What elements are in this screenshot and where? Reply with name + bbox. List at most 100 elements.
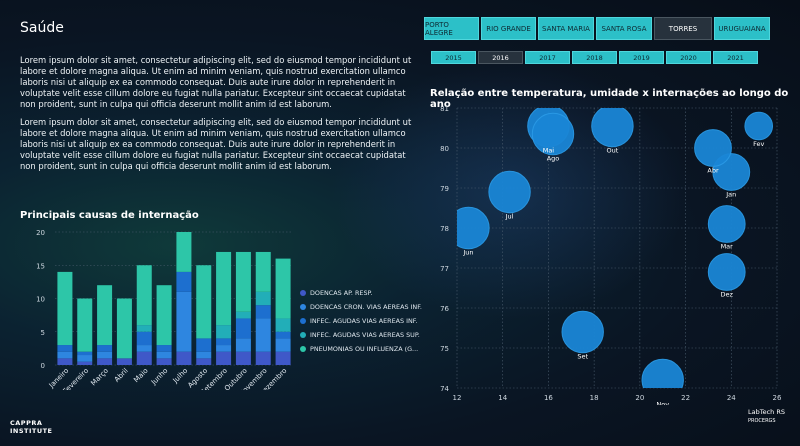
bar-segment[interactable] — [156, 345, 172, 352]
legend-item[interactable]: DOENCAS AP. RESP. — [300, 286, 422, 300]
legend-label: DOENCAS CRON. VIAS AEREAS INF. — [310, 303, 422, 311]
bar-segment[interactable] — [136, 331, 152, 346]
bar-segment[interactable] — [275, 258, 291, 319]
legend-item[interactable]: INFEC. AGUDAS VIAS AEREAS SUP. — [300, 328, 422, 342]
scatter-y-tick-label: 80 — [440, 145, 449, 153]
city-button-rio-grande[interactable]: RIO GRANDE — [481, 17, 536, 40]
bar-segment[interactable] — [216, 338, 232, 346]
bubble-label: Jul — [505, 213, 514, 221]
bar-segment[interactable] — [235, 351, 251, 365]
scatter-y-tick-label: 81 — [440, 105, 449, 113]
bar-segment[interactable] — [176, 232, 192, 272]
bar-segment[interactable] — [136, 351, 152, 365]
bar-segment[interactable] — [275, 351, 291, 365]
bar-segment[interactable] — [275, 331, 291, 339]
scatter-x-tick-label: 12 — [453, 394, 462, 402]
bar-segment[interactable] — [216, 325, 232, 339]
scatter-y-tick-label: 79 — [440, 185, 449, 193]
bar-segment[interactable] — [116, 298, 132, 359]
bar-segment[interactable] — [275, 318, 291, 332]
bubble-mar[interactable] — [707, 205, 746, 243]
legend-dot — [300, 290, 306, 296]
bar-segment[interactable] — [196, 265, 212, 339]
bar-segment[interactable] — [255, 351, 271, 365]
bar-segment[interactable] — [136, 325, 152, 332]
bar-segment[interactable] — [255, 318, 271, 352]
bubble-jun[interactable] — [448, 206, 490, 250]
bar-segment[interactable] — [156, 358, 172, 365]
scatter-x-tick-label: 26 — [773, 394, 782, 402]
bar-segment[interactable] — [275, 338, 291, 352]
bar-segment[interactable] — [156, 285, 172, 346]
bar-segment[interactable] — [176, 291, 192, 352]
bar-segment[interactable] — [57, 271, 73, 346]
year-button-2018[interactable]: 2018 — [572, 51, 617, 64]
bar-segment[interactable] — [57, 358, 73, 365]
bubble-dez[interactable] — [707, 253, 746, 291]
bubble-label: Mar — [721, 242, 734, 250]
city-button-santa-maria[interactable]: SANTA MARIA — [538, 17, 594, 40]
year-button-2021[interactable]: 2021 — [713, 51, 758, 64]
bar-segment[interactable] — [235, 251, 251, 312]
bar-segment[interactable] — [77, 361, 93, 365]
cappra-logo: CAPPRA INSTITUTE — [10, 419, 52, 435]
bubble-abr[interactable] — [694, 129, 732, 167]
labtech-logo: LabTech RS PROCERGS — [748, 408, 785, 426]
bar-segment[interactable] — [176, 351, 192, 365]
year-button-2015[interactable]: 2015 — [431, 51, 476, 64]
city-button-porto-alegre[interactable]: PORTO ALEGRE — [424, 17, 479, 40]
bar-segment[interactable] — [255, 291, 271, 306]
bar-x-tick-label: Abril — [113, 367, 130, 384]
bubble-fev[interactable] — [744, 111, 774, 141]
scatter-x-tick-label: 14 — [498, 394, 507, 402]
bar-segment[interactable] — [196, 338, 212, 352]
scatter-y-tick-label: 78 — [440, 225, 449, 233]
bar-segment[interactable] — [176, 271, 192, 292]
year-button-2019[interactable]: 2019 — [619, 51, 664, 64]
bar-chart-legend: DOENCAS AP. RESP. DOENCAS CRON. VIAS AERE… — [300, 286, 422, 356]
bar-segment[interactable] — [136, 345, 152, 352]
bar-segment[interactable] — [196, 351, 212, 359]
legend-item[interactable]: PNEUMONIAS OU INFLUENZA (G... — [300, 342, 422, 356]
bar-segment[interactable] — [97, 351, 113, 359]
bubble-jul[interactable] — [488, 170, 531, 214]
bar-segment[interactable] — [97, 285, 113, 346]
city-button-torres[interactable]: TORRES — [654, 17, 712, 40]
bar-segment[interactable] — [216, 345, 232, 352]
bar-segment[interactable] — [196, 358, 212, 365]
bubble-set[interactable] — [561, 310, 604, 354]
bar-segment[interactable] — [77, 355, 93, 362]
city-button-santa-rosa[interactable]: SANTA ROSA — [596, 17, 652, 40]
bubble-label: Nov — [656, 401, 669, 405]
bar-segment[interactable] — [255, 305, 271, 319]
bar-segment[interactable] — [136, 265, 152, 326]
bubble-nov[interactable] — [641, 358, 684, 400]
legend-label: INFEC. AGUDAS VIAS AEREAS INF. — [310, 317, 418, 325]
bubble-out[interactable] — [591, 105, 634, 148]
city-button-uruguaiana[interactable]: URUGUAIANA — [714, 17, 770, 40]
bar-segment[interactable] — [216, 351, 232, 365]
cappra-logo-line2: INSTITUTE — [10, 427, 53, 435]
year-button-2016[interactable]: 2016 — [478, 51, 523, 64]
bar-segment[interactable] — [255, 251, 271, 292]
bubble-ago[interactable] — [531, 112, 575, 156]
year-filter: 2015 2016 2017 2018 2019 2020 2021 — [431, 51, 758, 64]
cappra-logo-line1: CAPPRA — [10, 419, 43, 427]
bar-segment[interactable] — [57, 345, 73, 352]
year-button-2017[interactable]: 2017 — [525, 51, 570, 64]
bar-segment[interactable] — [116, 358, 132, 365]
bar-segment[interactable] — [97, 358, 113, 365]
bar-segment[interactable] — [235, 338, 251, 352]
legend-item[interactable]: DOENCAS CRON. VIAS AEREAS INF. — [300, 300, 422, 314]
bar-segment[interactable] — [216, 251, 232, 326]
bar-segment[interactable] — [57, 351, 73, 359]
legend-item[interactable]: INFEC. AGUDAS VIAS AEREAS INF. — [300, 314, 422, 328]
bar-segment[interactable] — [156, 351, 172, 359]
bar-segment[interactable] — [235, 311, 251, 319]
year-button-2020[interactable]: 2020 — [666, 51, 711, 64]
bar-segment[interactable] — [235, 318, 251, 339]
bar-segment[interactable] — [77, 351, 93, 356]
bar-segment[interactable] — [77, 298, 93, 352]
bar-segment[interactable] — [97, 345, 113, 352]
scatter-y-tick-label: 74 — [440, 385, 449, 393]
